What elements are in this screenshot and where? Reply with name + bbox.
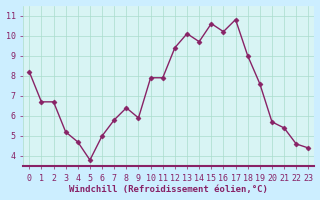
X-axis label: Windchill (Refroidissement éolien,°C): Windchill (Refroidissement éolien,°C) [69, 185, 268, 194]
